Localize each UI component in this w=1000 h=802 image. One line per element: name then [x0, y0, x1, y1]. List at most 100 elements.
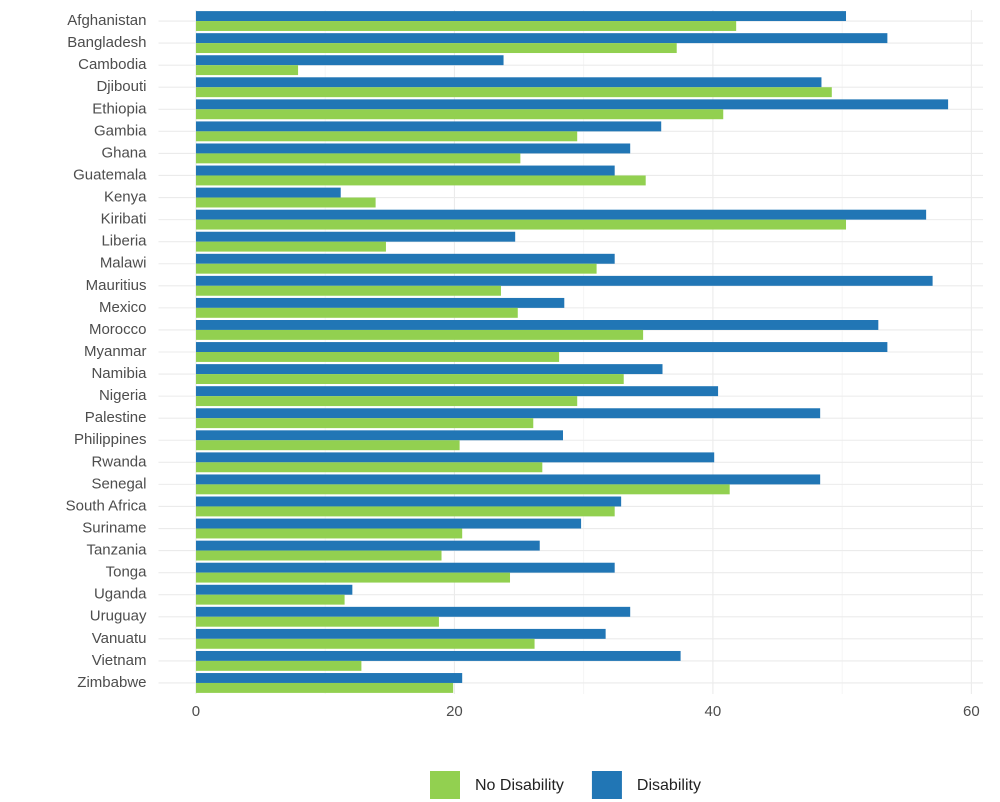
y-tick-label: Nigeria [99, 387, 147, 404]
bar [195, 462, 543, 473]
bar [195, 572, 511, 583]
bar [195, 285, 501, 296]
bar [195, 594, 345, 605]
y-tick-label: Mexico [99, 299, 147, 316]
bar [195, 121, 662, 132]
bar [195, 650, 681, 661]
bar [195, 474, 821, 485]
bar [195, 396, 578, 407]
bar [195, 197, 376, 208]
bar [195, 364, 663, 375]
bar [195, 275, 933, 286]
bar [195, 209, 927, 220]
y-tick-label: Vietnam [92, 652, 147, 669]
bar [195, 21, 737, 31]
bar [195, 496, 622, 507]
y-tick-label: Cambodia [78, 56, 147, 73]
bar [195, 109, 724, 120]
bar [195, 518, 582, 529]
bar [195, 320, 879, 330]
bar [195, 386, 719, 397]
bar [195, 65, 299, 76]
y-tick-label: Gambia [94, 122, 147, 139]
bar [195, 682, 454, 693]
y-tick-label: Rwanda [91, 453, 147, 470]
y-tick-label: Tonga [106, 564, 148, 581]
bar [195, 143, 631, 154]
x-tick-label: 60 [963, 703, 980, 720]
bar [195, 131, 578, 142]
bar [195, 638, 535, 649]
y-tick-label: Malawi [100, 255, 147, 272]
y-tick-label: Namibia [91, 365, 147, 382]
y-tick-label: Vanuatu [92, 630, 147, 647]
bar [195, 263, 597, 274]
y-tick-label: Suriname [82, 519, 146, 536]
bar [195, 562, 615, 573]
y-tick-label: Guatemala [73, 166, 147, 183]
y-tick-label: Tanzania [86, 542, 147, 559]
bar [195, 43, 677, 54]
bar [195, 506, 615, 517]
bar [195, 342, 888, 352]
y-tick-label: Bangladesh [67, 34, 146, 51]
y-tick-label: Kiribati [101, 211, 147, 228]
x-tick-label: 20 [446, 703, 463, 720]
bar [195, 307, 518, 318]
y-tick-label: Kenya [104, 189, 147, 206]
bar [195, 408, 821, 419]
y-tick-label: Uruguay [90, 608, 147, 625]
x-tick-label: 0 [192, 703, 200, 720]
bar [195, 540, 540, 551]
bar [195, 606, 631, 617]
x-tick-label: 40 [705, 703, 722, 720]
y-tick-label: Philippines [74, 431, 147, 448]
bar [195, 673, 463, 683]
y-tick-label: Uganda [94, 586, 147, 603]
bar [195, 87, 832, 98]
bar [195, 660, 362, 671]
bar [195, 77, 822, 88]
bar [195, 55, 504, 66]
y-tick-label: Liberia [101, 233, 147, 250]
bar [195, 550, 442, 561]
bar [195, 175, 646, 186]
y-tick-label: Mauritius [86, 277, 147, 294]
bar [195, 297, 565, 308]
y-tick-label: Senegal [91, 475, 146, 492]
y-tick-label: Myanmar [84, 343, 147, 360]
bar [195, 253, 615, 264]
legend: No Disability Disability [430, 771, 701, 799]
bar [195, 33, 888, 44]
y-tick-label: Morocco [89, 321, 147, 338]
bar [195, 231, 516, 242]
y-tick-label: Afghanistan [67, 12, 146, 29]
bar [195, 374, 624, 384]
bar [195, 616, 439, 627]
bar [195, 430, 563, 441]
bar [195, 528, 463, 539]
legend-label: No Disability [475, 777, 564, 794]
legend-label: Disability [637, 777, 701, 794]
y-tick-label: Zimbabwe [77, 674, 146, 691]
bar [195, 219, 847, 230]
bar [195, 241, 386, 252]
legend-swatch [430, 771, 460, 799]
y-tick-label: Ethiopia [92, 100, 147, 117]
y-tick-label: Ghana [101, 144, 147, 161]
bar [195, 99, 949, 110]
bar [195, 584, 353, 595]
bar [195, 11, 847, 22]
bar [195, 628, 606, 639]
bar [195, 165, 615, 176]
bar [195, 418, 534, 429]
y-tick-label: South Africa [66, 497, 148, 514]
y-tick-label: Palestine [85, 409, 147, 426]
y-tick-label: Djibouti [96, 78, 146, 95]
legend-swatch [591, 771, 622, 799]
bar [195, 452, 715, 463]
bar [195, 329, 644, 340]
bar [195, 187, 341, 198]
bar [195, 352, 560, 362]
